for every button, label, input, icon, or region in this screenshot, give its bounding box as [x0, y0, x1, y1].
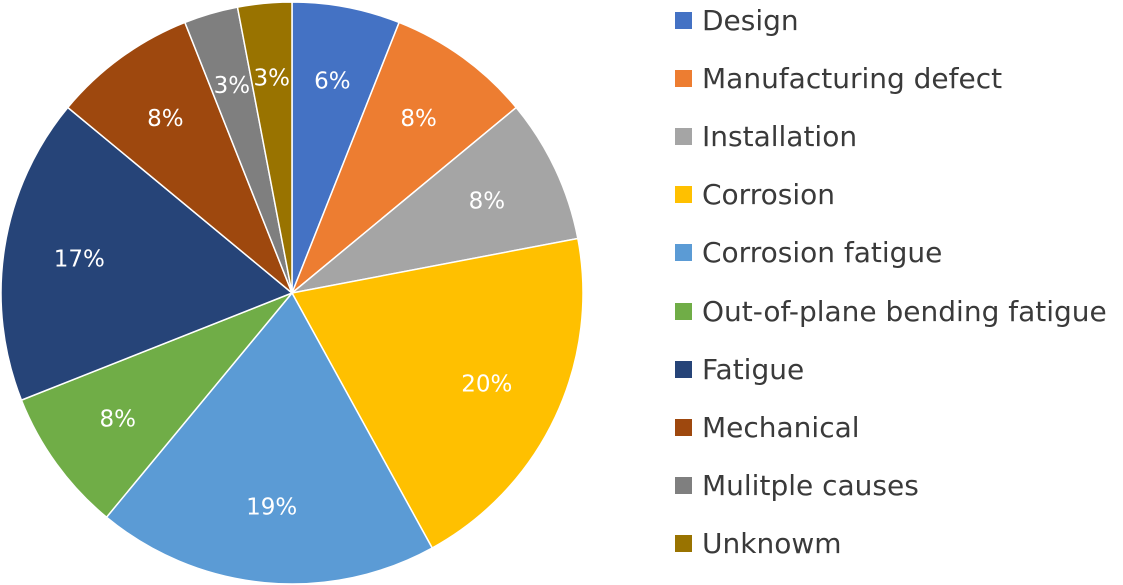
pie-plot-area: 6% 8% 8% 20% 19% 8% 17% 8% 3% 3% [0, 1, 584, 585]
legend-label: Out-of-plane bending fatigue [702, 294, 1107, 328]
data-label-mulitple-causes: 3% [214, 73, 251, 99]
pie-slice-corrosion-fatigue [105, 291, 434, 585]
legend-item: Design [675, 2, 799, 38]
legend-item: Manufacturing defect [675, 60, 1002, 96]
legend-swatch [675, 535, 692, 553]
data-label-manufacturing-defect: 8% [400, 106, 437, 132]
legend-item: Out-of-plane bending fatigue [675, 293, 1107, 329]
pie-slice-out-of-plane-bending-fatigue [20, 292, 293, 519]
data-label-design: 6% [314, 68, 351, 94]
legend-label: Mechanical [702, 410, 860, 444]
legend-label: Corrosion [702, 178, 835, 212]
data-label-unknowm: 3% [253, 66, 290, 92]
legend-label: Corrosion fatigue [702, 236, 943, 270]
legend-swatch [675, 360, 692, 378]
legend-swatch [675, 69, 692, 87]
data-label-out-of-plane-bending-fatigue: 8% [100, 407, 137, 433]
data-label-fatigue: 17% [54, 246, 105, 272]
pie-slice-mechanical [66, 21, 293, 294]
pie-slice-manufacturing-defect [291, 21, 518, 294]
data-label-corrosion: 20% [461, 372, 512, 398]
legend-label: Mulitple causes [702, 469, 919, 503]
pie-slice-corrosion [290, 237, 584, 550]
data-label-installation: 8% [469, 188, 506, 214]
legend-swatch [675, 186, 692, 204]
legend-label: Fatigue [702, 352, 805, 386]
legend-swatch [675, 244, 692, 262]
legend-item: Installation [675, 118, 857, 154]
pie-slice-fatigue [0, 106, 294, 402]
legend-item: Mulitple causes [675, 468, 919, 504]
legend-label: Manufacturing defect [702, 61, 1003, 95]
pie-slices [0, 1, 584, 585]
legend-label: Installation [702, 119, 858, 153]
pie-slice-unknowm [236, 1, 293, 294]
legend-item: Corrosion fatigue [675, 235, 942, 271]
legend-item: Fatigue [675, 351, 804, 387]
legend-item: Unknowm [675, 526, 842, 562]
data-label-mechanical: 8% [147, 106, 184, 132]
legend-swatch [675, 477, 692, 495]
data-label-corrosion-fatigue: 19% [246, 494, 297, 520]
legend-label: Design [702, 3, 799, 37]
legend-item: Corrosion [675, 177, 835, 213]
pie-data-labels: 6% 8% 8% 20% 19% 8% 17% 8% 3% 3% [54, 66, 513, 521]
legend-item: Mechanical [675, 409, 860, 445]
legend-label: Unknowm [702, 527, 842, 561]
legend-swatch [675, 127, 692, 145]
legend-swatch [675, 302, 692, 320]
pie-slice-installation [291, 106, 579, 294]
legend: Design Manufacturing defect Installation Co… [675, 0, 1123, 585]
legend-swatch [675, 418, 692, 436]
legend-swatch [675, 11, 692, 29]
